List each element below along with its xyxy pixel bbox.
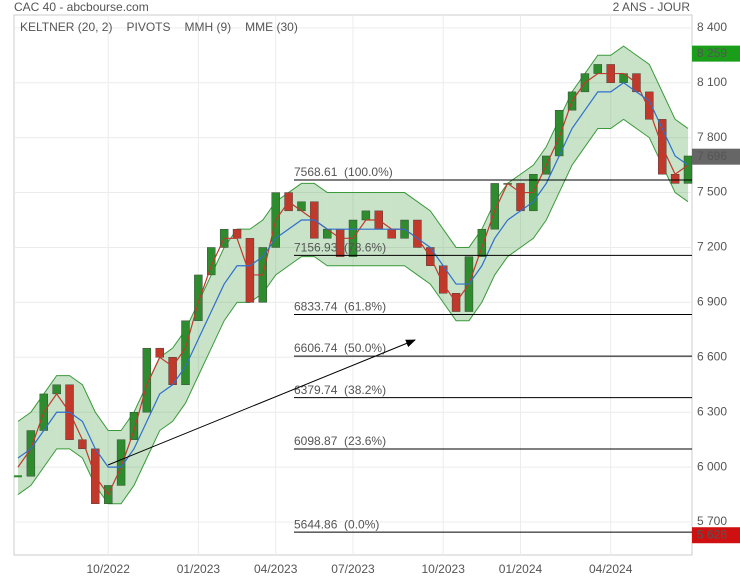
candle (129, 412, 139, 440)
keltner-upper (17, 45, 689, 432)
ma-line (17, 81, 689, 468)
y-tick-label: 8 400 (697, 20, 727, 34)
pivot-label: 6098.87 (23.6%) (294, 434, 386, 448)
candle (116, 439, 126, 486)
x-tick-label: 04/2023 (254, 562, 298, 576)
x-tick-label: 04/2024 (589, 562, 633, 576)
candle (142, 347, 152, 413)
x-tick-label: 01/2024 (499, 562, 543, 576)
y-tick-label: 6 000 (697, 459, 727, 473)
pivot-label: 6833.74 (61.8%) (294, 300, 386, 314)
pivots: 7568.61 (100.0%) 7156.93 (78.6%) 6833.74 (… (294, 165, 692, 533)
candle (477, 228, 487, 257)
chart-subtitle: 2 ANS - JOUR (613, 0, 691, 14)
x-tick-label: 10/2023 (421, 562, 465, 576)
candle (52, 384, 61, 395)
candle (361, 210, 371, 221)
y-tick-label: 6 900 (697, 295, 727, 309)
chart-title: CAC 40 - abcbourse.com (14, 0, 149, 14)
price-tag-label: 7 696 (697, 149, 727, 163)
candle (207, 247, 216, 276)
pivot-label: 6606.74 (50.0%) (294, 341, 386, 355)
keltner-lower (17, 118, 689, 505)
y-tick-label: 7 200 (697, 240, 727, 254)
legend-entry: MME (30) (245, 20, 298, 34)
candle (232, 228, 242, 239)
axes: 5 700 6 000 6 300 6 600 6 900 7 200 7 500 7 800… (86, 20, 740, 576)
candle (490, 183, 499, 230)
candle (155, 347, 164, 358)
price-tag-label: 5 628 (697, 527, 727, 541)
x-tick-label: 10/2022 (86, 562, 130, 576)
candle (26, 430, 36, 477)
pivot-label: 5644.86 (0.0%) (294, 517, 379, 531)
y-tick-label: 7 500 (697, 185, 727, 199)
pivot-label: 7156.93 (78.6%) (294, 241, 386, 255)
legend-entry: PIVOTS (126, 20, 170, 34)
legend-entry: KELTNER (20, 2) (20, 20, 112, 34)
trend-arrow (107, 339, 416, 466)
candle (194, 274, 203, 321)
price-tag (692, 45, 740, 62)
y-tick-label: 6 300 (697, 404, 727, 418)
grid (14, 15, 692, 555)
price-tag-label: 8 259 (697, 46, 727, 60)
candle (245, 238, 255, 303)
candle (181, 320, 190, 385)
marks (14, 64, 693, 504)
y-tick-label: 5 700 (697, 514, 727, 528)
candle (516, 183, 525, 212)
candle (670, 174, 680, 184)
x-tick-label: 07/2023 (331, 562, 375, 576)
y-tick-label: 7 800 (697, 130, 727, 144)
y-tick-label: 6 600 (697, 349, 727, 363)
x-tick-label: 01/2023 (177, 562, 221, 576)
pivot-label: 6379.74 (38.2%) (294, 383, 386, 397)
candle (593, 64, 603, 74)
candle (683, 155, 693, 184)
y-tick-label: 8 100 (697, 75, 727, 89)
candle (645, 91, 654, 120)
candle (387, 228, 396, 239)
legend-entry: MMH (9) (185, 20, 232, 34)
pivot-label: 7568.61 (100.0%) (294, 165, 393, 179)
price-tag (692, 148, 740, 165)
price-tag (692, 527, 740, 544)
legend: KELTNER (20, 2) PIVOTS MMH (9) MME (30) (20, 20, 298, 34)
ma-line (17, 72, 689, 496)
candle (413, 219, 422, 248)
